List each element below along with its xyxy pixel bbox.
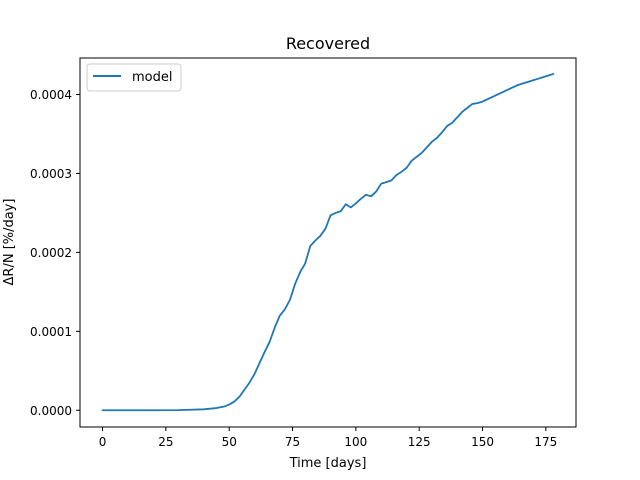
plot-area (101, 73, 555, 412)
x-axis: 0 25 50 75 100 125 150 175 (99, 427, 557, 449)
series-line-model (101, 73, 555, 412)
x-tick-label: 125 (408, 435, 431, 449)
x-tick-label: 100 (344, 435, 367, 449)
chart-title: Recovered (286, 34, 370, 53)
x-tick-label: 175 (534, 435, 557, 449)
y-axis: 0.0000 0.0001 0.0002 0.0003 0.0004 (30, 88, 80, 418)
y-tick-label: 0.0000 (30, 404, 72, 418)
x-tick-label: 75 (285, 435, 300, 449)
y-tick-label: 0.0004 (30, 88, 72, 102)
y-tick-label: 0.0002 (30, 246, 72, 260)
y-tick-label: 0.0001 (30, 325, 72, 339)
x-tick-label: 25 (158, 435, 173, 449)
x-tick-label: 150 (471, 435, 494, 449)
x-tick-label: 0 (99, 435, 107, 449)
x-axis-label: Time [days] (289, 456, 367, 471)
axes-frame (79, 57, 577, 428)
x-tick-label: 50 (222, 435, 237, 449)
legend-label-model: model (132, 70, 172, 85)
y-axis-label: ΔR/N [%/day] (2, 199, 17, 286)
y-tick-label: 0.0003 (30, 167, 72, 181)
legend: model (86, 63, 182, 92)
legend-box (86, 63, 182, 92)
